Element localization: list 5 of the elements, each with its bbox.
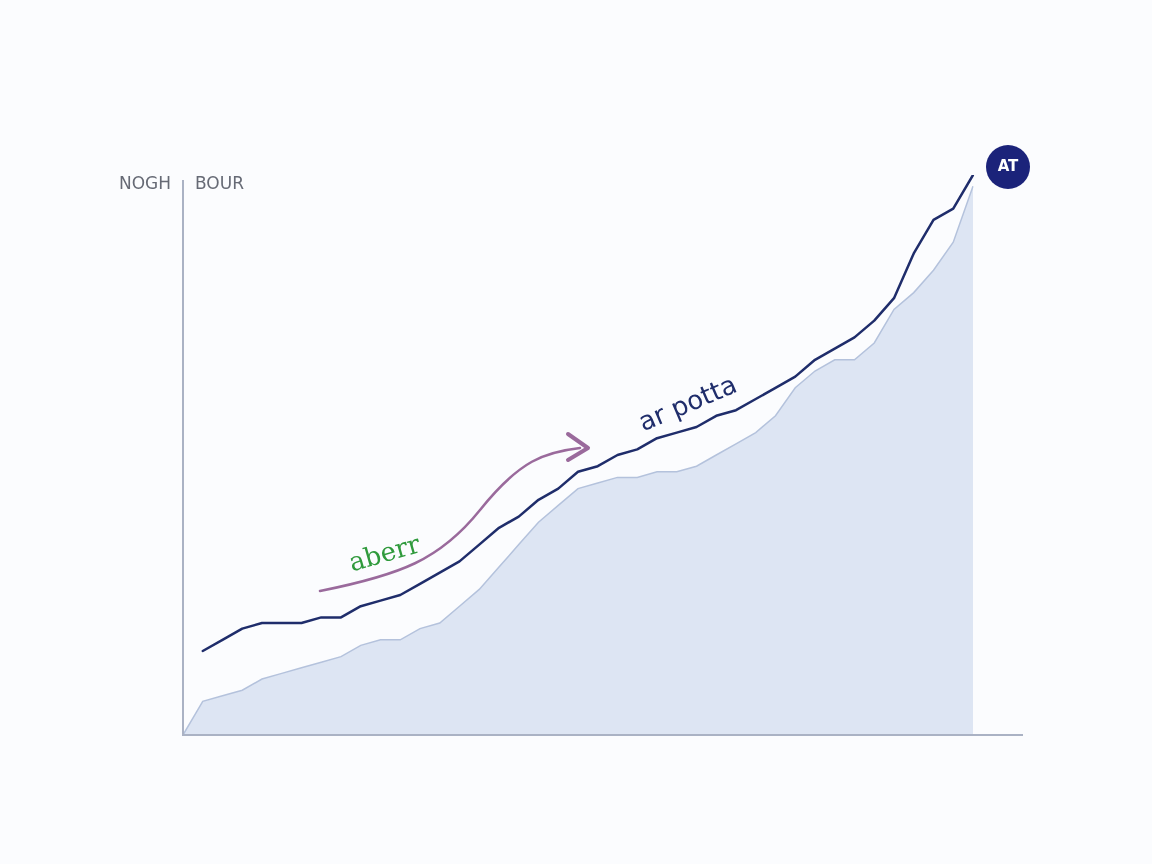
- y-axis-title: NOGH: [118, 173, 171, 194]
- text: AT: [997, 156, 1020, 175]
- text: ar potta: [633, 368, 742, 438]
- annotation: BOUR: [195, 173, 245, 194]
- annotation: aberr: [345, 528, 424, 578]
